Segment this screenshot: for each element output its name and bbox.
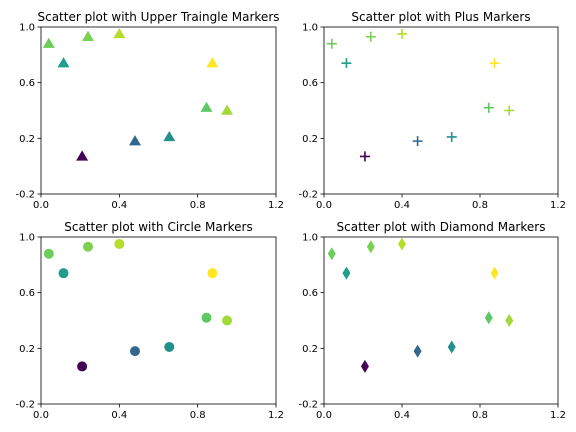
- data-point: [57, 57, 70, 68]
- subplot-title: Scatter plot with Plus Markers: [351, 10, 530, 24]
- data-point: [58, 268, 69, 279]
- data-point: [83, 241, 93, 252]
- y-tick-label: 0.6: [19, 78, 35, 89]
- data-point: [504, 105, 515, 116]
- data-point: [222, 315, 233, 326]
- data-point: [200, 101, 213, 112]
- x-tick-label: 0.0: [316, 410, 332, 421]
- subplot-title: Scatter plot with Circle Markers: [64, 220, 252, 234]
- subplot-diamond: Scatter plot with Diamond Markers 0.0 0.4…: [298, 220, 565, 421]
- data-point: [130, 346, 140, 357]
- data-point: [341, 58, 352, 69]
- data-point: [164, 341, 175, 352]
- x-tick-label: 1.2: [550, 200, 566, 211]
- x-tick-label: 0.4: [111, 200, 127, 211]
- data-point: [129, 135, 141, 146]
- subplot-plus: Scatter plot with Plus Markers 0.0 0.4 0.8…: [298, 10, 565, 211]
- x-tick-label: 0.4: [394, 200, 410, 211]
- data-point: [206, 57, 219, 68]
- x-tick-label: 0.0: [33, 410, 49, 421]
- data-point: [505, 314, 514, 327]
- y-tick-label: -0.2: [298, 400, 318, 411]
- y-tick-label: 1.0: [19, 23, 35, 34]
- y-tick-label: 0.6: [19, 288, 35, 299]
- y-tick-label: -0.2: [298, 190, 318, 201]
- plot-area: [40, 236, 277, 405]
- data-point: [412, 136, 423, 147]
- y-tick-label: 1.0: [302, 233, 318, 244]
- data-point: [484, 311, 493, 325]
- data-point: [82, 30, 94, 41]
- data-point: [446, 131, 457, 142]
- y-tick-label: 0.6: [302, 78, 318, 89]
- x-tick-label: 0.0: [33, 200, 49, 211]
- y-tick-label: 1.0: [19, 233, 35, 244]
- y-tick-label: -0.2: [15, 190, 35, 201]
- data-point: [490, 266, 499, 280]
- data-point: [366, 240, 375, 254]
- y-tick-label: 0.2: [19, 344, 35, 355]
- x-tick-label: 0.0: [316, 200, 332, 211]
- data-point: [397, 28, 407, 39]
- data-point: [365, 31, 376, 42]
- data-point: [77, 361, 88, 372]
- data-point: [398, 237, 406, 251]
- x-tick-label: 0.8: [472, 200, 488, 211]
- x-tick-label: 1.2: [550, 410, 566, 421]
- y-tick-label: -0.2: [15, 400, 35, 411]
- plot-area: [40, 26, 277, 195]
- x-tick-label: 0.4: [394, 410, 410, 421]
- data-point: [163, 130, 176, 142]
- plot-area: [323, 236, 559, 405]
- data-point: [342, 266, 351, 280]
- y-tick-label: 0.6: [302, 288, 318, 299]
- data-point: [43, 248, 54, 259]
- data-point: [413, 344, 422, 358]
- data-point: [113, 27, 126, 39]
- subplot-title: Scatter plot with Diamond Markers: [337, 220, 546, 234]
- data-point: [207, 268, 218, 279]
- x-tick-label: 0.8: [190, 410, 206, 421]
- data-point: [483, 102, 494, 113]
- x-tick-label: 0.4: [111, 410, 127, 421]
- data-point: [76, 150, 89, 161]
- data-point: [447, 340, 456, 354]
- data-point: [42, 37, 55, 48]
- data-point: [201, 312, 212, 323]
- subplot-triangle: Scatter plot with Upper Traingle Markers…: [15, 10, 283, 211]
- data-point: [221, 104, 234, 115]
- data-point: [360, 359, 369, 373]
- y-tick-label: 1.0: [302, 23, 318, 34]
- data-point: [114, 238, 125, 249]
- data-point: [489, 58, 500, 69]
- y-tick-label: 0.2: [19, 134, 35, 145]
- subplot-title: Scatter plot with Upper Traingle Markers: [37, 10, 279, 24]
- y-tick-label: 0.2: [302, 344, 318, 355]
- y-tick-label: 0.2: [302, 134, 318, 145]
- x-tick-label: 1.2: [268, 410, 284, 421]
- x-tick-label: 0.8: [190, 200, 206, 211]
- x-tick-label: 0.8: [472, 410, 488, 421]
- plot-area: [323, 26, 559, 195]
- x-tick-label: 1.2: [268, 200, 284, 211]
- data-point: [359, 151, 370, 162]
- subplot-circle: Scatter plot with Circle Markers 0.0 0.4 0…: [15, 220, 283, 421]
- data-point: [327, 247, 336, 261]
- data-point: [326, 38, 337, 49]
